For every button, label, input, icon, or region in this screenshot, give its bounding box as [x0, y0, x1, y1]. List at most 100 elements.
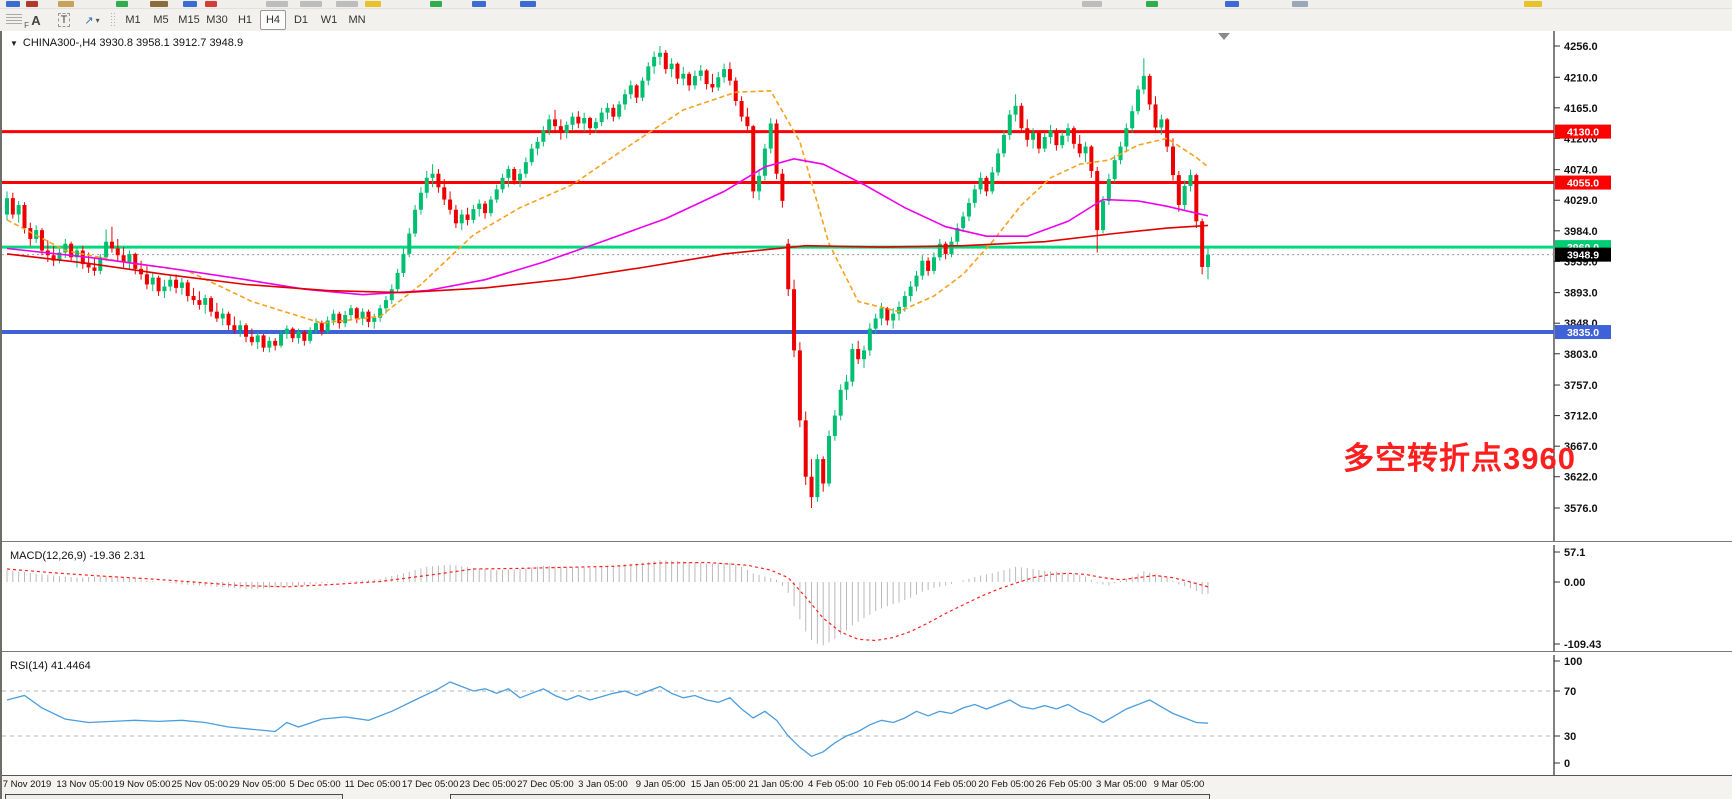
timeframes-toolbar: M1 M5 M15 M30 H1 H4 D1 W1 MN [119, 10, 371, 30]
cropped-icon[interactable] [1225, 1, 1239, 7]
time-axis-label: 13 Nov 05:00 [56, 779, 113, 790]
timeframe-button-M5[interactable]: M5 [153, 14, 169, 26]
chart-shift-marker-icon[interactable] [1218, 33, 1230, 40]
time-axis-label: 9 Mar 05:00 [1153, 779, 1205, 790]
time-axis-label: 7 Nov 2019 [2, 779, 52, 790]
label-tool-button[interactable]: T [51, 10, 77, 30]
svg-text:3984.0: 3984.0 [1564, 226, 1598, 238]
svg-text:4256.0: 4256.0 [1564, 41, 1598, 53]
text-label-icon: T [57, 13, 71, 27]
svg-text:3622.0: 3622.0 [1564, 472, 1598, 484]
time-axis-label: 15 Jan 05:00 [690, 779, 746, 790]
timeframe-button-H4[interactable]: H4 [260, 10, 286, 30]
ma-slow-red [6, 224, 1209, 294]
rsi-line [6, 681, 1209, 758]
cropped-icon[interactable] [1524, 1, 1542, 7]
price-badge: 4055.0 [1555, 175, 1611, 190]
svg-text:3893.0: 3893.0 [1564, 288, 1598, 300]
time-axis-label: 29 Nov 05:00 [229, 779, 286, 790]
cropped-icon[interactable] [205, 1, 217, 7]
svg-text:4165.0: 4165.0 [1564, 103, 1598, 115]
rsi-panel[interactable]: 100 70 30 0 RSI(14) 41.4464 [2, 655, 1732, 775]
arrow-icon: ↗ [84, 14, 94, 27]
chart-tab[interactable] [450, 794, 1210, 799]
svg-text:4074.0: 4074.0 [1564, 165, 1598, 177]
line-studies-toolbar: F A T ↗ ▾ M1 M5 M15 M30 H1 H4 D1 W1 MN [0, 9, 1732, 32]
cropped-icon[interactable] [520, 1, 536, 7]
chart-window: ▼ CHINA300-,H4 3930.8 3958.1 3912.7 3948… [0, 31, 1732, 799]
chart-tabs-strip[interactable] [2, 792, 1732, 799]
chart-tab[interactable] [5, 794, 343, 799]
svg-text:4130.0: 4130.0 [1567, 127, 1599, 139]
cropped-icon[interactable] [365, 1, 381, 7]
cropped-icon[interactable] [58, 1, 74, 7]
time-axis-label: 17 Dec 05:00 [401, 779, 459, 790]
cropped-icon[interactable] [1146, 1, 1158, 7]
price-badge: 3948.9 [1555, 247, 1611, 262]
rsi-label: RSI(14) 41.4464 [10, 660, 91, 672]
cropped-icon[interactable] [150, 1, 168, 7]
dotted-grid-f-icon[interactable]: F [6, 14, 29, 30]
svg-text:3835.0: 3835.0 [1567, 327, 1599, 339]
text-tool-button[interactable]: A [23, 10, 49, 30]
time-axis[interactable]: 7 Nov 2019 13 Nov 05:00 19 Nov 05:00 25 Nov… [2, 775, 1732, 793]
time-axis-label: 14 Feb 05:00 [920, 779, 977, 790]
timeframe-button-D1[interactable]: D1 [293, 14, 309, 26]
cropped-icon[interactable] [1292, 1, 1308, 7]
time-axis-label: 26 Feb 05:00 [1035, 779, 1092, 790]
price-badge: 4130.0 [1555, 124, 1611, 139]
cropped-icon[interactable] [300, 1, 322, 7]
time-axis-label: 3 Mar 05:00 [1096, 779, 1147, 790]
timeframe-button-M30[interactable]: M30 [206, 14, 228, 26]
timeframe-button-H1[interactable]: H1 [237, 14, 253, 26]
cropped-icon[interactable] [266, 1, 288, 7]
toolbar-grip[interactable] [110, 12, 115, 28]
annotation-text[interactable]: 多空转折点3960 [1343, 441, 1576, 476]
cropped-icon[interactable] [6, 1, 20, 7]
time-axis-label: 27 Dec 05:00 [517, 779, 574, 790]
candles [5, 46, 1210, 508]
time-axis-label: 5 Dec 05:00 [289, 779, 341, 790]
cropped-icon[interactable] [472, 1, 486, 7]
cropped-icon[interactable] [336, 1, 358, 7]
macd-label: MACD(12,26,9) -19.36 2.31 [10, 550, 145, 562]
svg-text:70: 70 [1564, 686, 1576, 698]
timeframe-button-M15[interactable]: M15 [178, 14, 200, 26]
svg-text:4055.0: 4055.0 [1567, 178, 1599, 190]
svg-text:57.1: 57.1 [1564, 547, 1585, 559]
ma-mid-magenta [6, 157, 1209, 296]
arrows-tool-button[interactable]: ↗ ▾ [79, 10, 105, 30]
time-axis-label: 11 Dec 05:00 [344, 779, 401, 790]
svg-text:-109.43: -109.43 [1564, 639, 1601, 651]
ma-fast-orange [6, 89, 1209, 325]
timeframe-button-M1[interactable]: M1 [125, 14, 141, 26]
chart-title-text: CHINA300-,H4 3930.8 3958.1 3912.7 3948.9 [22, 37, 244, 49]
chevron-down-icon: ▾ [95, 15, 100, 25]
svg-text:4210.0: 4210.0 [1564, 72, 1598, 84]
svg-text:0.00: 0.00 [1564, 577, 1585, 589]
symbol-dropdown-icon[interactable]: ▼ [10, 38, 18, 48]
timeframe-button-W1[interactable]: W1 [320, 14, 338, 26]
timeframe-button-MN[interactable]: MN [348, 14, 366, 26]
time-axis-label: 25 Nov 05:00 [171, 779, 229, 790]
cropped-icon[interactable] [183, 1, 197, 7]
macd-histogram [6, 560, 1209, 646]
svg-text:100: 100 [1564, 656, 1582, 668]
top-toolbar-cropped [0, 0, 1732, 9]
time-axis-label: 4 Feb 05:00 [808, 779, 859, 790]
cropped-icon[interactable] [116, 1, 128, 7]
svg-text:30: 30 [1564, 731, 1576, 743]
svg-text:0: 0 [1564, 758, 1570, 770]
time-axis-label: 3 Jan 05:00 [578, 779, 628, 790]
cropped-icon[interactable] [26, 1, 38, 7]
svg-text:3712.0: 3712.0 [1564, 411, 1598, 423]
text-a-icon: A [31, 12, 41, 28]
macd-panel[interactable]: 57.1 0.00 -109.43 MACD(12,26,9) -19.36 2.31 [2, 545, 1732, 651]
main-chart-panel[interactable]: 4256.04210.04165.04120.04074.04029.03984… [2, 31, 1732, 541]
time-axis-label: 9 Jan 05:00 [635, 779, 686, 790]
time-axis-label: 23 Dec 05:00 [459, 779, 517, 790]
cropped-icon[interactable] [430, 1, 442, 7]
svg-text:3803.0: 3803.0 [1564, 349, 1598, 361]
cropped-icon[interactable] [1082, 1, 1102, 7]
